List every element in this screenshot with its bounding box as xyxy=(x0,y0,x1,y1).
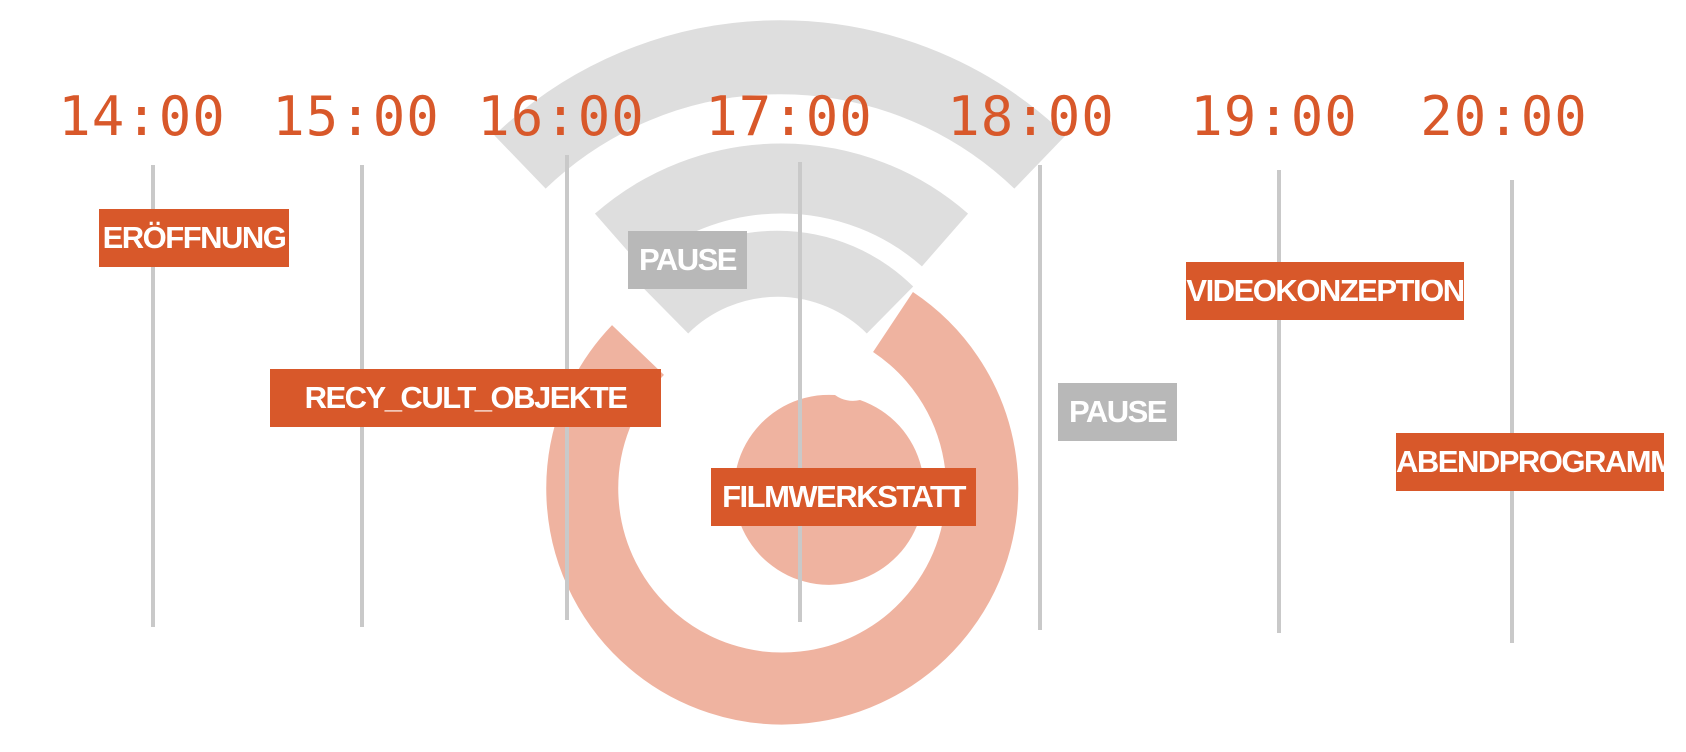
event-pause-2: PAUSE xyxy=(1058,383,1177,441)
event-videokonzeption: VIDEOKONZEPTION xyxy=(1186,262,1465,320)
hour-tick-18 xyxy=(1038,165,1042,630)
event-recy-cult-objekte: RECY_CULT_OBJEKTE xyxy=(270,369,661,427)
hour-label-18: 18:00 xyxy=(947,85,1115,148)
logo-ring xyxy=(546,292,1019,725)
hour-label-19: 19:00 xyxy=(1190,85,1358,148)
hour-tick-14 xyxy=(151,165,155,627)
hour-tick-20 xyxy=(1510,180,1514,643)
hour-label-16: 16:00 xyxy=(477,85,645,148)
hour-tick-19 xyxy=(1277,170,1281,633)
event-pause-1: PAUSE xyxy=(628,231,747,289)
wifi-arc-middle xyxy=(594,143,969,267)
event-eroeffnung: ERÖFFNUNG xyxy=(99,209,289,267)
hour-label-15: 15:00 xyxy=(272,85,440,148)
event-filmwerkstatt: FILMWERKSTATT xyxy=(711,468,976,526)
hour-label-14: 14:00 xyxy=(58,85,226,148)
hour-tick-17 xyxy=(798,162,802,622)
hour-label-20: 20:00 xyxy=(1420,85,1588,148)
wifi-arc-outer xyxy=(494,20,1066,189)
event-abendprogramm: ABENDPROGRAMM xyxy=(1396,433,1676,491)
hour-label-17: 17:00 xyxy=(705,85,873,148)
